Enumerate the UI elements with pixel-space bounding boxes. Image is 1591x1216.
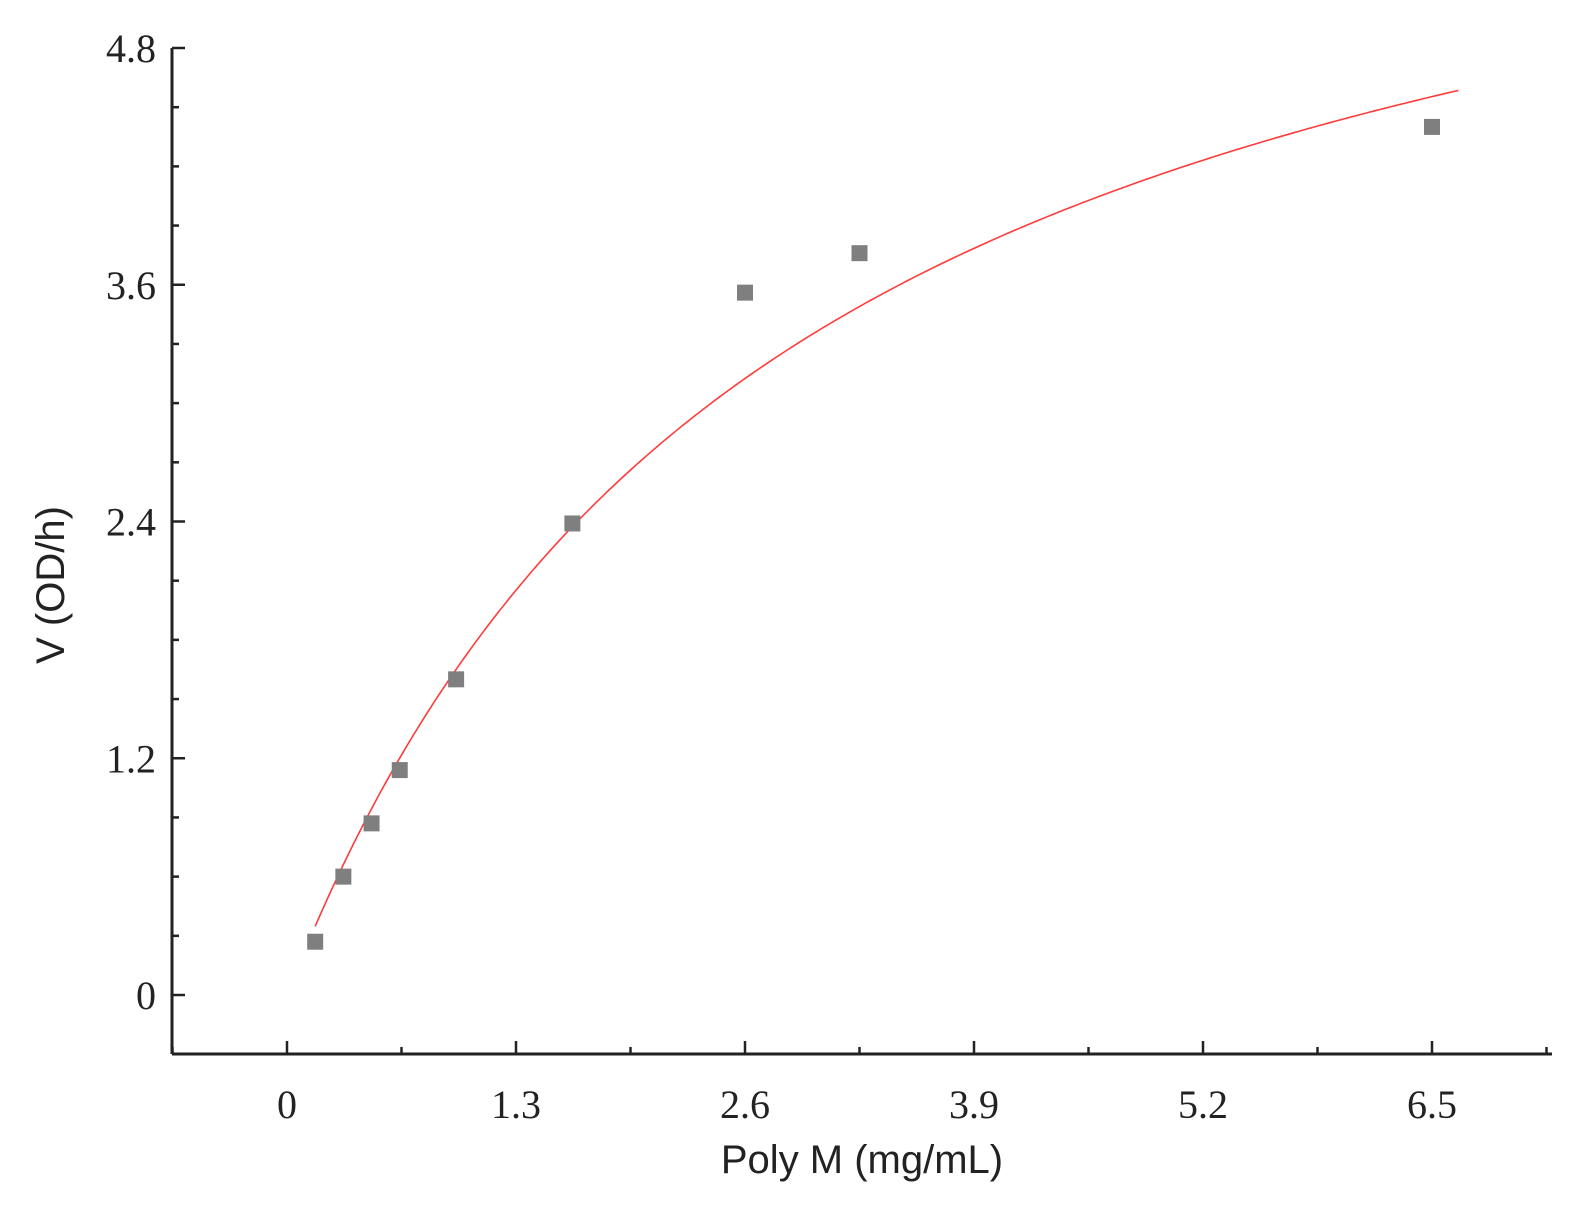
data-point [1424,118,1440,135]
data-point [851,245,868,262]
data-point [307,933,324,950]
axes [170,48,1552,1056]
data-point [448,671,465,688]
data-point [391,762,408,779]
data-point [363,815,380,832]
y-tick-label: 4.8 [106,26,156,71]
x-tick-label: 6.5 [1407,1082,1457,1127]
y-tick-label: 3.6 [106,263,156,308]
y-tick-label: 2.4 [106,500,156,545]
fit-layer [314,89,1459,927]
x-tick-label: 3.9 [949,1082,999,1127]
x-tick-label: 5.2 [1178,1082,1228,1127]
y-tick-label: 1.2 [106,736,156,781]
x-tick-label: 0 [277,1082,297,1127]
x-tick-label: 2.6 [720,1082,770,1127]
data-points [307,118,1440,950]
x-axis-title: Poly M (mg/mL) [721,1138,1003,1182]
y-ticks: 0 1.2 2.4 3.6 4.8 [106,26,185,1056]
data-point [737,284,753,301]
y-tick-label: 0 [136,973,156,1018]
x-tick-label: 1.3 [491,1082,541,1127]
y-axis-title: V (OD/h) [29,506,73,664]
data-point [335,868,352,885]
data-point [564,515,581,532]
fit-curve [314,89,1459,927]
x-ticks: 0 1.3 2.6 3.9 5.2 6.5 [171,1041,1548,1127]
